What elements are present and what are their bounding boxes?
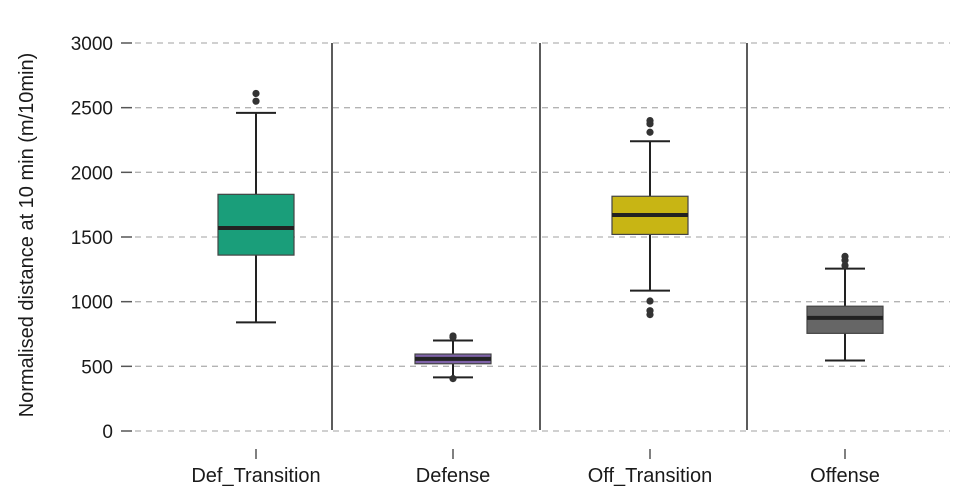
y-tick-label: 0 [102, 422, 113, 443]
y-axis-ticks: 0 500 1000 1500 2000 2500 3000 [71, 34, 132, 443]
outlier-point [646, 297, 654, 305]
outlier-point [252, 89, 260, 98]
category-separators [331, 43, 748, 430]
y-tick-label: 1000 [71, 293, 113, 314]
x-tick-label: Offense [810, 465, 880, 487]
y-axis-label: Normalised distance at 10 min (m/10min) [16, 53, 38, 418]
outlier-point [646, 128, 654, 136]
outlier-point [449, 332, 457, 340]
y-tick-label: 2000 [71, 163, 113, 184]
outlier-point [449, 375, 457, 383]
outlier-point [841, 252, 849, 260]
boxes [217, 89, 884, 383]
y-tick-label: 500 [81, 357, 113, 378]
box-defense [414, 332, 492, 383]
x-tick-label: Def_Transition [191, 465, 320, 487]
box-off-transition [611, 117, 689, 319]
box-def-transition [217, 89, 295, 324]
outlier-point [252, 97, 260, 105]
outlier-point [841, 261, 849, 270]
x-tick-label: Defense [416, 465, 491, 487]
box-offense [806, 252, 884, 362]
y-tick-label: 3000 [71, 34, 113, 55]
y-tick-label: 1500 [71, 228, 113, 249]
outlier-point [646, 307, 654, 315]
x-axis-ticks: Def_Transition Defense Off_Transition Offen… [191, 449, 880, 487]
y-tick-label: 2500 [71, 99, 113, 120]
outlier-point [646, 117, 654, 125]
iqr-box [217, 193, 295, 256]
x-tick-label: Off_Transition [588, 465, 713, 487]
